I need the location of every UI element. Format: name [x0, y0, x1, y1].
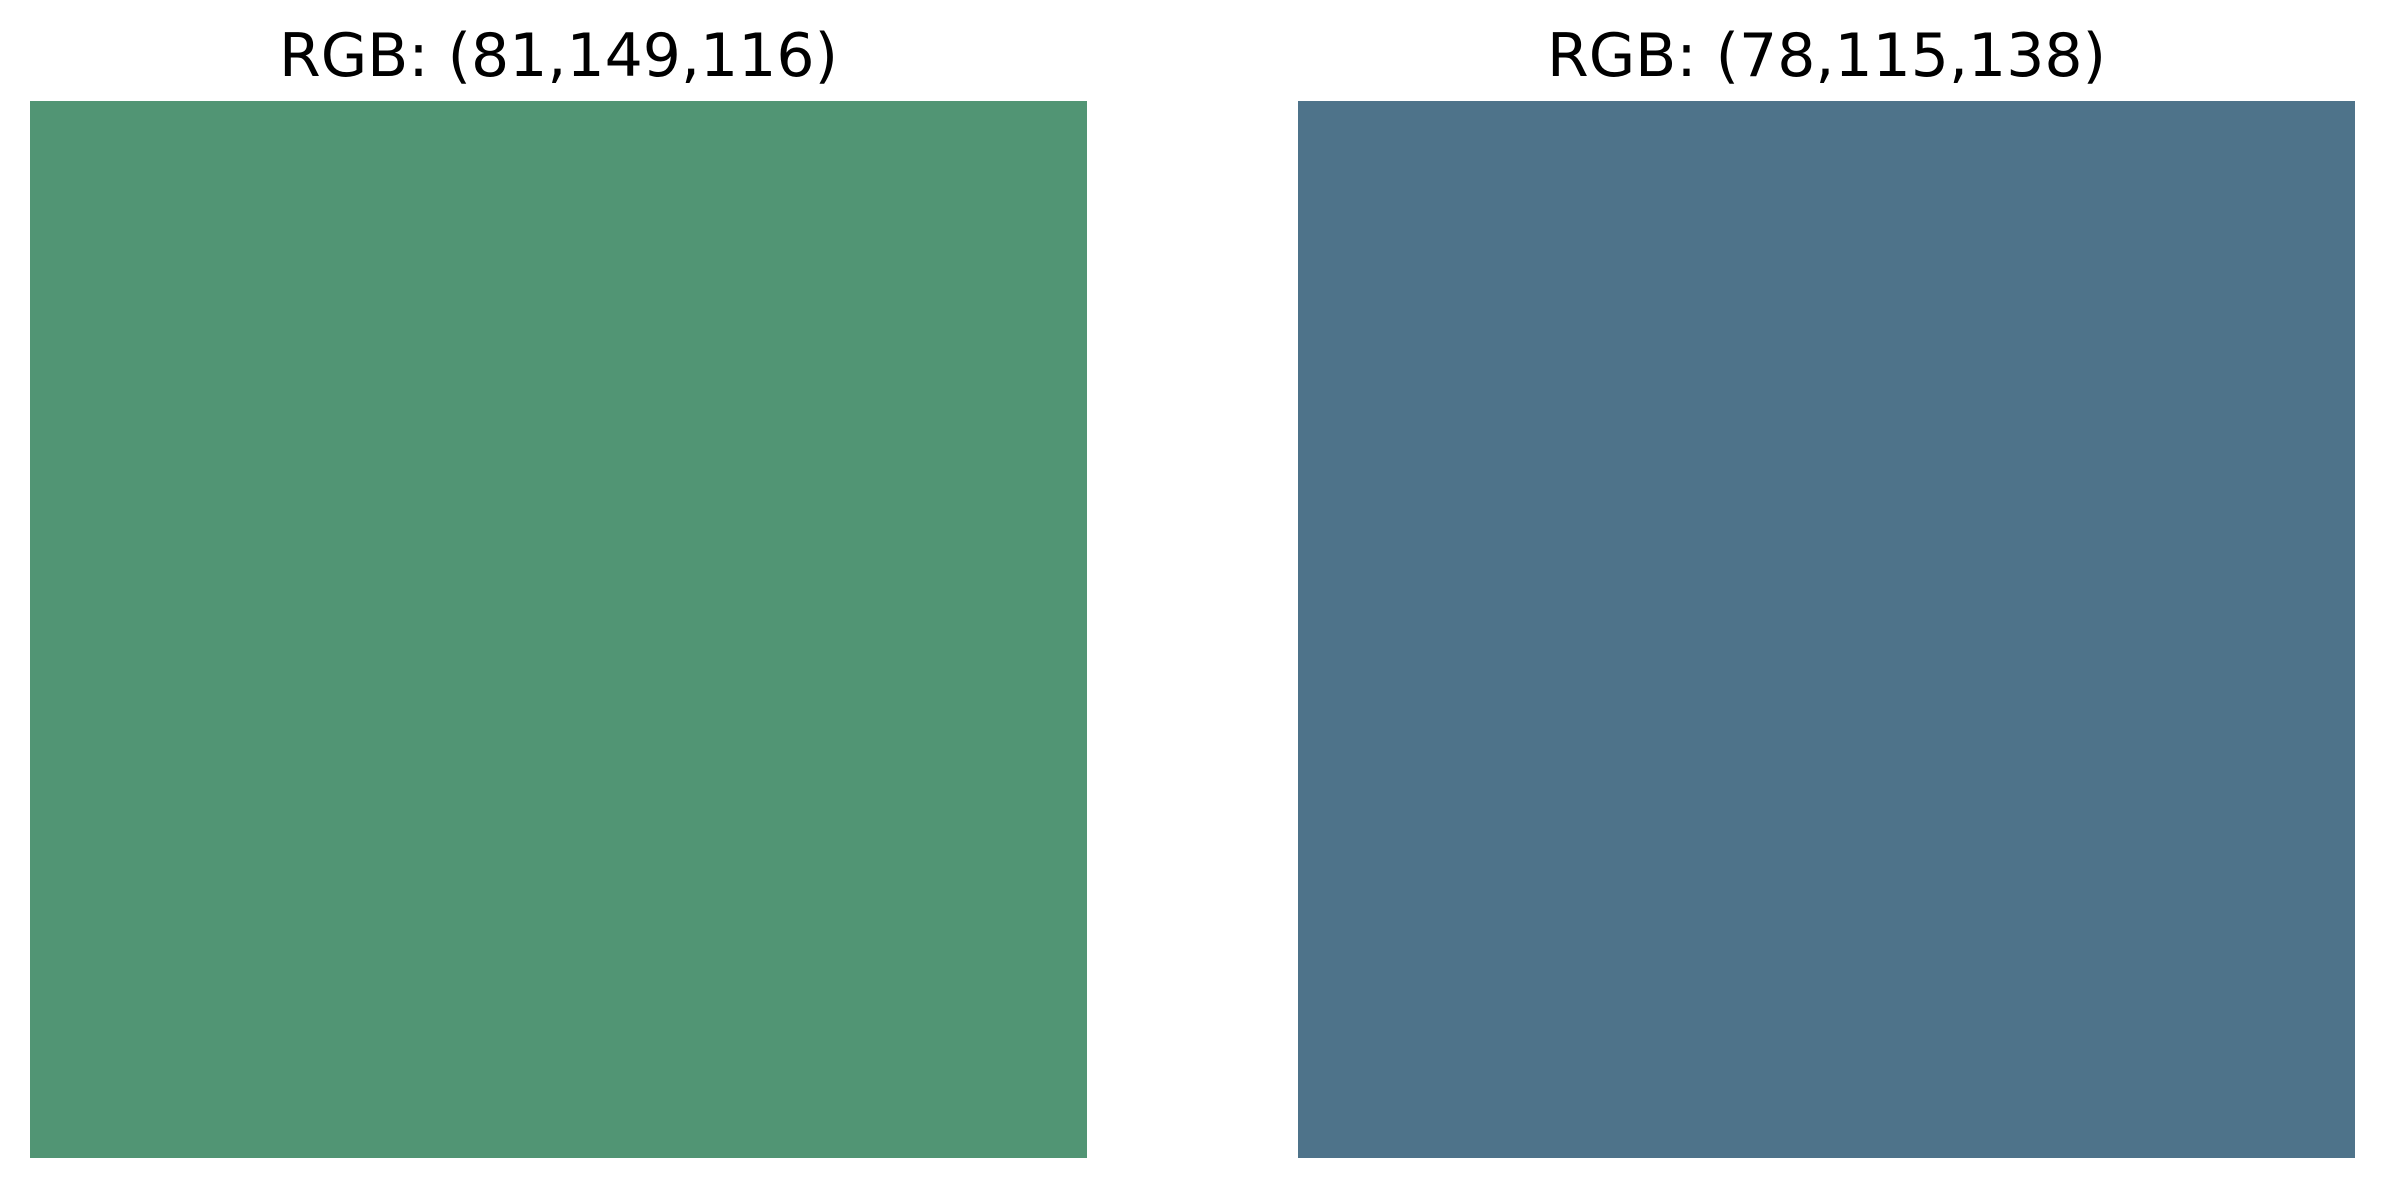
color-swatch-right	[1298, 101, 2355, 1158]
swatch-title-left: RGB: (81,149,116)	[279, 21, 838, 91]
swatch-panel-right: RGB: (78,115,138)	[1298, 0, 2355, 1188]
color-swatch-left	[30, 101, 1087, 1158]
swatch-panel-left: RGB: (81,149,116)	[30, 0, 1087, 1188]
swatch-title-right: RGB: (78,115,138)	[1547, 21, 2106, 91]
